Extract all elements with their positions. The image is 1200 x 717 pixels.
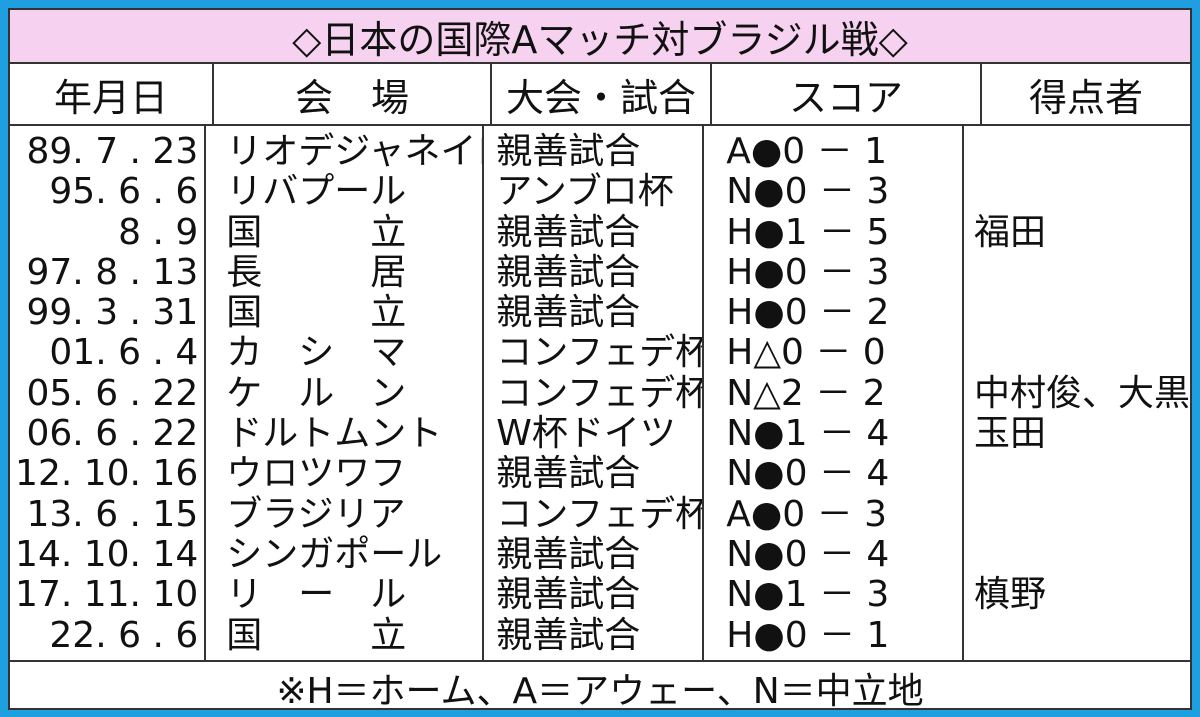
cell-score: H●1 － 5 bbox=[726, 212, 890, 253]
cell-date: 97. 8 . 13 bbox=[26, 252, 199, 293]
cell-score: N●1 － 3 bbox=[726, 575, 890, 616]
cell-scorers bbox=[964, 172, 1190, 212]
cell-score: H△0 － 0 bbox=[726, 333, 886, 374]
cell-scorers: 福田 bbox=[973, 212, 1046, 253]
header-event: 大会・試合 bbox=[492, 64, 712, 124]
cell-scorers bbox=[964, 253, 1190, 293]
cell-scorers bbox=[964, 132, 1190, 172]
cell-event: W杯ドイツ bbox=[496, 414, 676, 455]
score-column: A●0 － 1 N●0 － 3 H●1 － 5 H●0 － 3 H●0 － 2 H△0 －… bbox=[704, 126, 964, 660]
cell-date: 01. 6 . 4 bbox=[49, 333, 199, 374]
cell-event: コンフェデ杯 bbox=[496, 494, 703, 535]
cell-venue: リ ー ル bbox=[226, 575, 407, 616]
cell-venue: ケ ル ン bbox=[226, 373, 407, 414]
cell-event: 親善試合 bbox=[496, 132, 641, 172]
cell-event: 親善試合 bbox=[496, 454, 641, 495]
cell-venue: リオデジャネイロ bbox=[226, 132, 482, 172]
cell-venue: 国 立 bbox=[226, 293, 407, 334]
cell-date: 06. 6 . 22 bbox=[26, 414, 199, 455]
cell-event: 親善試合 bbox=[496, 252, 641, 293]
cell-scorers: 玉田 bbox=[973, 414, 1046, 455]
cell-event: コンフェデ杯 bbox=[496, 333, 703, 374]
cell-event: 親善試合 bbox=[496, 293, 641, 334]
cell-scorers bbox=[964, 616, 1190, 656]
cell-scorers: 槙野 bbox=[973, 575, 1046, 616]
cell-score: A●0 － 1 bbox=[726, 132, 887, 172]
cell-scorers: 中村俊、大黒 bbox=[973, 373, 1190, 414]
scorers-column: 福田中村俊、大黒 玉田槙野 bbox=[964, 126, 1190, 660]
header-scorers: 得点者 bbox=[1028, 75, 1143, 120]
cell-date: 89. 7 . 23 bbox=[26, 132, 199, 172]
cell-event: 親善試合 bbox=[496, 534, 641, 575]
header-row: 年月日 会 場 大会・試合 スコア 得点者 bbox=[10, 64, 1190, 126]
cell-date: 22. 6 . 6 bbox=[49, 615, 199, 656]
cell-date: 17. 11. 10 bbox=[15, 575, 199, 616]
cell-score: N●0 － 4 bbox=[726, 454, 890, 495]
cell-event: 親善試合 bbox=[496, 575, 641, 616]
cell-event: 親善試合 bbox=[496, 212, 641, 253]
cell-event: アンブロ杯 bbox=[496, 172, 674, 213]
table-title: ◇日本の国際Aマッチ対ブラジル戦◇ bbox=[10, 10, 1190, 64]
cell-event: コンフェデ杯 bbox=[496, 373, 703, 414]
header-date: 年月日 bbox=[10, 64, 214, 124]
cell-venue: 国 立 bbox=[226, 212, 407, 253]
cell-date: 12. 10. 16 bbox=[15, 454, 199, 495]
cell-scorers bbox=[964, 535, 1190, 575]
cell-score: H●0 － 3 bbox=[726, 252, 890, 293]
cell-scorers bbox=[964, 495, 1190, 535]
header-venue: 会 場 bbox=[214, 64, 492, 124]
cell-scorers bbox=[964, 293, 1190, 333]
event-column: 親善試合 アンブロ杯 親善試合 親善試合 親善試合 コンフェデ杯 コンフェデ杯 W杯ドイツ 親善… bbox=[484, 126, 705, 660]
cell-score: N●0 － 4 bbox=[726, 534, 890, 575]
results-table: ◇日本の国際Aマッチ対ブラジル戦◇ 年月日 会 場 大会・試合 スコア 得点者 … bbox=[8, 8, 1192, 712]
cell-score: H●0 － 1 bbox=[726, 615, 890, 656]
cell-date: 05. 6 . 22 bbox=[26, 373, 199, 414]
cell-score: N●1 － 4 bbox=[726, 414, 890, 455]
cell-venue: シンガポール bbox=[226, 534, 443, 575]
venue-column: リオデジャネイロリバプール国 立長 居国 立カ シ マケ ル ンドルトムントウロ… bbox=[206, 126, 485, 660]
cell-score: N△2 － 2 bbox=[726, 373, 886, 414]
cell-date: 99. 3 . 31 bbox=[26, 293, 199, 334]
cell-scorers bbox=[964, 454, 1190, 494]
header-score: スコア bbox=[712, 64, 982, 124]
cell-venue: 長 居 bbox=[226, 252, 407, 293]
cell-event: 親善試合 bbox=[496, 615, 641, 656]
cell-venue: ドルトムント bbox=[226, 414, 443, 455]
cell-date: 95. 6 . 6 bbox=[49, 172, 199, 213]
cell-venue: 国 立 bbox=[226, 615, 407, 656]
cell-venue: カ シ マ bbox=[226, 333, 407, 374]
cell-score: H●0 － 2 bbox=[726, 293, 890, 334]
cell-venue: ブラジリア bbox=[226, 494, 406, 535]
cell-date: 13. 6 . 15 bbox=[26, 494, 199, 535]
cell-date: 8 . 9 bbox=[118, 212, 199, 253]
footnote: ※H＝ホーム、A＝アウェー、N＝中立地 bbox=[276, 671, 924, 712]
cell-venue: ウロツワフ bbox=[226, 454, 407, 495]
cell-scorers bbox=[964, 333, 1190, 373]
cell-venue: リバプール bbox=[226, 172, 407, 213]
cell-score: N●0 － 3 bbox=[726, 172, 890, 213]
cell-date: 14. 10. 14 bbox=[15, 534, 199, 575]
cell-score: A●0 － 3 bbox=[726, 494, 887, 535]
